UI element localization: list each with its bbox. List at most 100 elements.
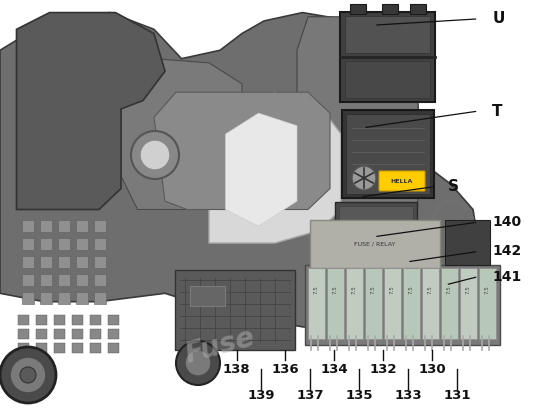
FancyBboxPatch shape — [58, 274, 70, 286]
Text: 7.5: 7.5 — [371, 286, 376, 295]
FancyBboxPatch shape — [345, 16, 430, 53]
FancyBboxPatch shape — [40, 238, 52, 250]
FancyBboxPatch shape — [108, 315, 119, 325]
FancyBboxPatch shape — [445, 220, 490, 265]
FancyBboxPatch shape — [382, 4, 398, 14]
FancyBboxPatch shape — [403, 267, 420, 339]
FancyBboxPatch shape — [36, 315, 47, 325]
Text: 7.5: 7.5 — [447, 286, 452, 295]
FancyBboxPatch shape — [379, 171, 425, 191]
Polygon shape — [297, 17, 418, 230]
FancyBboxPatch shape — [307, 267, 324, 339]
FancyBboxPatch shape — [36, 329, 47, 339]
FancyBboxPatch shape — [365, 267, 382, 339]
FancyBboxPatch shape — [94, 292, 106, 304]
FancyBboxPatch shape — [459, 267, 476, 339]
FancyBboxPatch shape — [383, 267, 400, 339]
Text: T: T — [492, 103, 503, 119]
FancyBboxPatch shape — [342, 110, 434, 198]
Polygon shape — [121, 59, 242, 210]
FancyBboxPatch shape — [22, 292, 34, 304]
Text: 7.5: 7.5 — [485, 286, 490, 295]
Text: 130: 130 — [419, 363, 446, 376]
FancyBboxPatch shape — [94, 274, 106, 286]
FancyBboxPatch shape — [22, 220, 34, 232]
FancyBboxPatch shape — [76, 274, 88, 286]
Polygon shape — [154, 92, 330, 210]
Polygon shape — [16, 13, 165, 209]
FancyBboxPatch shape — [441, 267, 458, 339]
FancyBboxPatch shape — [346, 114, 430, 194]
FancyBboxPatch shape — [305, 265, 500, 345]
Polygon shape — [226, 113, 297, 226]
FancyBboxPatch shape — [76, 256, 88, 268]
Text: 141: 141 — [492, 269, 521, 284]
Text: 139: 139 — [248, 389, 275, 403]
Text: 133: 133 — [394, 389, 422, 403]
FancyBboxPatch shape — [339, 206, 413, 250]
FancyBboxPatch shape — [54, 343, 65, 353]
Text: HELLA: HELLA — [391, 178, 413, 184]
FancyBboxPatch shape — [40, 292, 52, 304]
FancyBboxPatch shape — [58, 238, 70, 250]
Text: 135: 135 — [345, 389, 373, 403]
FancyBboxPatch shape — [18, 315, 29, 325]
Text: Fuse: Fuse — [182, 323, 258, 368]
Text: 7.5: 7.5 — [314, 286, 318, 295]
Circle shape — [10, 357, 46, 393]
FancyBboxPatch shape — [340, 12, 435, 102]
Circle shape — [131, 131, 179, 179]
FancyBboxPatch shape — [40, 274, 52, 286]
FancyBboxPatch shape — [72, 315, 83, 325]
Text: 136: 136 — [272, 363, 299, 376]
FancyBboxPatch shape — [94, 256, 106, 268]
FancyBboxPatch shape — [350, 4, 366, 14]
FancyBboxPatch shape — [72, 343, 83, 353]
FancyBboxPatch shape — [175, 270, 295, 350]
FancyBboxPatch shape — [40, 220, 52, 232]
FancyBboxPatch shape — [410, 4, 426, 14]
FancyBboxPatch shape — [40, 256, 52, 268]
FancyBboxPatch shape — [94, 238, 106, 250]
Circle shape — [176, 341, 220, 385]
FancyBboxPatch shape — [310, 220, 440, 268]
FancyBboxPatch shape — [90, 315, 101, 325]
Text: 140: 140 — [492, 215, 521, 229]
FancyBboxPatch shape — [76, 220, 88, 232]
FancyBboxPatch shape — [72, 329, 83, 339]
FancyBboxPatch shape — [22, 256, 34, 268]
FancyBboxPatch shape — [90, 343, 101, 353]
FancyBboxPatch shape — [18, 343, 29, 353]
FancyBboxPatch shape — [108, 329, 119, 339]
FancyBboxPatch shape — [94, 220, 106, 232]
FancyBboxPatch shape — [345, 61, 430, 98]
Text: 134: 134 — [321, 363, 348, 376]
FancyBboxPatch shape — [76, 238, 88, 250]
FancyBboxPatch shape — [18, 329, 29, 339]
Text: FUSE / RELAY: FUSE / RELAY — [354, 241, 395, 246]
Circle shape — [140, 140, 170, 170]
Text: 7.5: 7.5 — [409, 286, 414, 295]
Text: 7.5: 7.5 — [465, 286, 470, 295]
FancyBboxPatch shape — [22, 274, 34, 286]
FancyBboxPatch shape — [54, 315, 65, 325]
Polygon shape — [0, 13, 478, 335]
Text: 137: 137 — [296, 389, 324, 403]
Circle shape — [0, 347, 56, 403]
FancyBboxPatch shape — [327, 267, 344, 339]
FancyBboxPatch shape — [421, 267, 438, 339]
FancyBboxPatch shape — [190, 286, 225, 306]
Text: 7.5: 7.5 — [389, 286, 394, 295]
Circle shape — [20, 367, 36, 383]
FancyBboxPatch shape — [478, 267, 496, 339]
FancyBboxPatch shape — [90, 329, 101, 339]
Text: 7.5: 7.5 — [427, 286, 432, 295]
FancyBboxPatch shape — [36, 343, 47, 353]
FancyBboxPatch shape — [58, 292, 70, 304]
Text: 142: 142 — [492, 244, 521, 259]
Polygon shape — [209, 92, 341, 243]
FancyBboxPatch shape — [76, 292, 88, 304]
FancyBboxPatch shape — [58, 220, 70, 232]
FancyBboxPatch shape — [22, 238, 34, 250]
Text: S: S — [448, 179, 459, 194]
